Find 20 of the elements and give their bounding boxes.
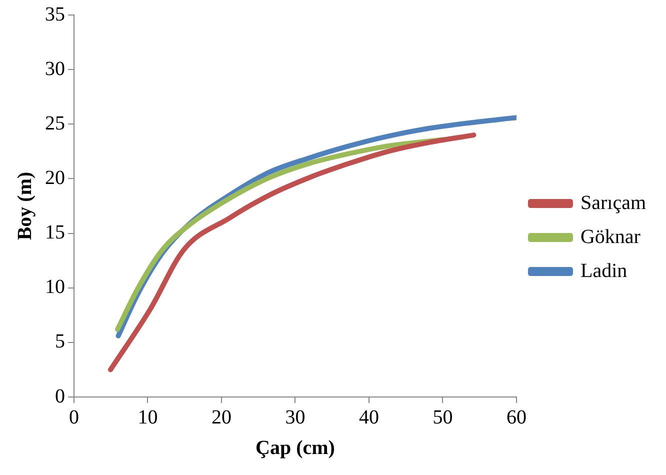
legend-label: Ladin: [580, 260, 628, 282]
x-tick-label: 50: [432, 406, 453, 428]
y-tick-label: 25: [45, 112, 65, 134]
x-tick-label: 20: [211, 406, 232, 428]
x-axis-title: Çap (cm): [256, 437, 335, 460]
y-tick-label: 15: [45, 222, 65, 244]
y-tick-label: 5: [55, 330, 65, 353]
y-tick-label: 20: [45, 166, 65, 189]
x-tick-label: 30: [285, 406, 306, 428]
x-tick-label: 40: [358, 406, 379, 428]
y-tick-label: 30: [45, 58, 65, 80]
x-tick-label: 10: [138, 406, 158, 428]
legend-label: Sarıçam: [580, 192, 646, 214]
x-tick-label: 60: [506, 406, 526, 428]
legend-label: Göknar: [580, 226, 641, 248]
y-tick-label: 35: [45, 3, 65, 26]
x-tick-label: 0: [69, 406, 79, 428]
y-axis-title: Boy (m): [14, 172, 36, 240]
y-tick-label: 0: [55, 385, 65, 408]
y-tick-label: 10: [45, 276, 65, 298]
